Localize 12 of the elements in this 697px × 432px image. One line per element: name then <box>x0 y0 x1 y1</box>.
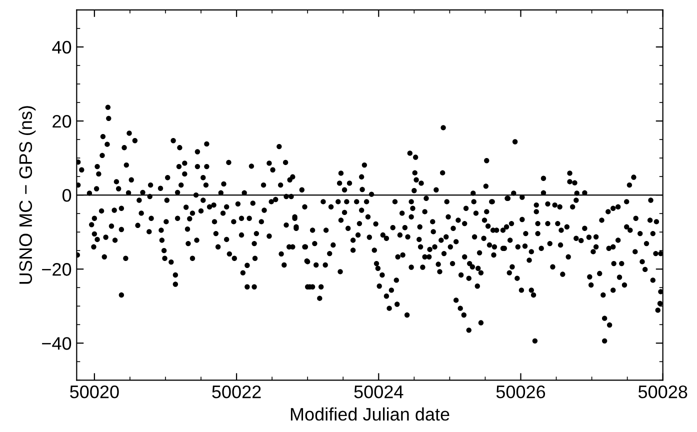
y-tick-label: −40 <box>42 337 72 350</box>
y-axis-title: USNO MC − GPS (ns) <box>18 106 36 284</box>
x-tick-label: 50028 <box>638 386 688 398</box>
x-tick-label: 50026 <box>496 386 546 398</box>
y-tick-label: 20 <box>52 114 72 128</box>
x-tick-label: 50024 <box>354 386 404 398</box>
y-tick-label: 0 <box>62 188 72 202</box>
x-axis-title: Modified Julian date <box>290 407 450 421</box>
x-tick-label: 50020 <box>70 386 119 398</box>
y-tick-label: 40 <box>52 40 72 54</box>
x-tick-label: 50022 <box>212 386 261 398</box>
y-tick-label: −20 <box>42 263 72 276</box>
